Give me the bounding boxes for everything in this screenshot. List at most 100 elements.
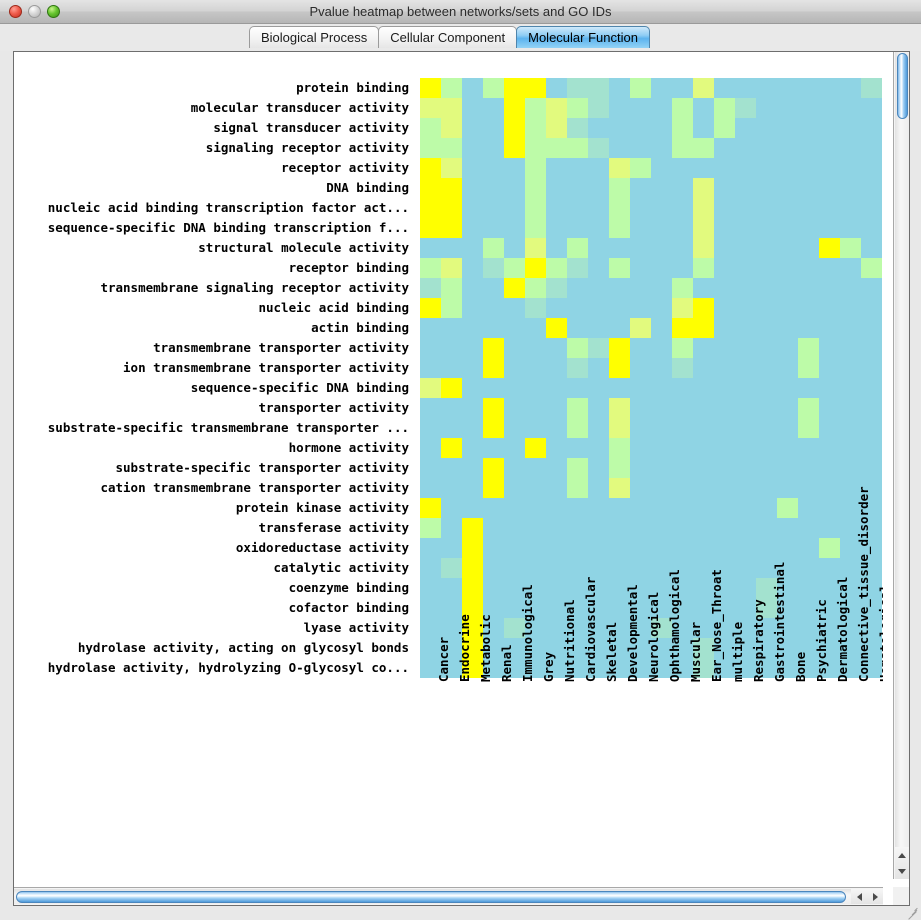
heatmap-cell[interactable] (630, 658, 651, 678)
heatmap-cell[interactable] (756, 338, 777, 358)
heatmap-cell[interactable] (861, 358, 882, 378)
heatmap-cell[interactable] (693, 238, 714, 258)
heatmap-cell[interactable] (756, 78, 777, 98)
heatmap-cell[interactable] (588, 638, 609, 658)
heatmap-cell[interactable] (567, 158, 588, 178)
heatmap-cell[interactable] (504, 258, 525, 278)
heatmap-cell[interactable] (714, 338, 735, 358)
heatmap-cell[interactable] (651, 498, 672, 518)
heatmap-cell[interactable] (714, 178, 735, 198)
heatmap-cell[interactable] (567, 578, 588, 598)
heatmap-cell[interactable] (693, 158, 714, 178)
heatmap-cell[interactable] (525, 178, 546, 198)
heatmap-cell[interactable] (609, 598, 630, 618)
heatmap-cell[interactable] (798, 638, 819, 658)
heatmap-cell[interactable] (735, 118, 756, 138)
heatmap-cell[interactable] (462, 298, 483, 318)
heatmap-cell[interactable] (651, 558, 672, 578)
heatmap-cell[interactable] (672, 278, 693, 298)
heatmap-cell[interactable] (735, 558, 756, 578)
heatmap-cell[interactable] (819, 478, 840, 498)
heatmap-cell[interactable] (609, 558, 630, 578)
heatmap-cell[interactable] (819, 658, 840, 678)
heatmap-cell[interactable] (819, 298, 840, 318)
heatmap-cell[interactable] (504, 478, 525, 498)
heatmap-cell[interactable] (672, 78, 693, 98)
heatmap-cell[interactable] (798, 338, 819, 358)
heatmap-cell[interactable] (630, 478, 651, 498)
heatmap-cell[interactable] (504, 158, 525, 178)
heatmap-cell[interactable] (777, 578, 798, 598)
heatmap-cell[interactable] (840, 658, 861, 678)
zoom-button[interactable] (47, 5, 60, 18)
heatmap-cell[interactable] (504, 418, 525, 438)
heatmap-cell[interactable] (714, 398, 735, 418)
heatmap-cell[interactable] (693, 498, 714, 518)
heatmap-cell[interactable] (798, 238, 819, 258)
heatmap-cell[interactable] (441, 118, 462, 138)
heatmap-cell[interactable] (420, 278, 441, 298)
heatmap-cell[interactable] (441, 478, 462, 498)
heatmap-cell[interactable] (567, 478, 588, 498)
heatmap-cell[interactable] (504, 118, 525, 138)
heatmap-cell[interactable] (567, 598, 588, 618)
heatmap-cell[interactable] (693, 378, 714, 398)
heatmap-cell[interactable] (588, 298, 609, 318)
heatmap-cell[interactable] (777, 358, 798, 378)
heatmap-cell[interactable] (651, 478, 672, 498)
heatmap-cell[interactable] (735, 618, 756, 638)
heatmap-cell[interactable] (588, 558, 609, 578)
heatmap-grid[interactable] (420, 78, 882, 678)
heatmap-cell[interactable] (651, 538, 672, 558)
heatmap-cell[interactable] (441, 178, 462, 198)
heatmap-cell[interactable] (861, 178, 882, 198)
heatmap-cell[interactable] (483, 138, 504, 158)
heatmap-cell[interactable] (462, 598, 483, 618)
heatmap-cell[interactable] (777, 258, 798, 278)
heatmap-cell[interactable] (819, 398, 840, 418)
heatmap-cell[interactable] (525, 318, 546, 338)
heatmap-cell[interactable] (798, 258, 819, 278)
heatmap-cell[interactable] (672, 298, 693, 318)
heatmap-cell[interactable] (861, 398, 882, 418)
heatmap-cell[interactable] (441, 278, 462, 298)
heatmap-cell[interactable] (861, 98, 882, 118)
heatmap-cell[interactable] (798, 298, 819, 318)
heatmap-cell[interactable] (420, 458, 441, 478)
heatmap-cell[interactable] (672, 418, 693, 438)
heatmap-cell[interactable] (567, 658, 588, 678)
heatmap-cell[interactable] (567, 398, 588, 418)
heatmap-cell[interactable] (735, 298, 756, 318)
heatmap-cell[interactable] (609, 338, 630, 358)
heatmap-cell[interactable] (441, 238, 462, 258)
heatmap-cell[interactable] (546, 638, 567, 658)
heatmap-cell[interactable] (567, 638, 588, 658)
heatmap-cell[interactable] (735, 598, 756, 618)
heatmap-cell[interactable] (777, 138, 798, 158)
heatmap-cell[interactable] (630, 98, 651, 118)
heatmap-cell[interactable] (693, 618, 714, 638)
close-button[interactable] (9, 5, 22, 18)
heatmap-cell[interactable] (420, 98, 441, 118)
heatmap-cell[interactable] (441, 598, 462, 618)
heatmap-cell[interactable] (504, 78, 525, 98)
heatmap-cell[interactable] (819, 558, 840, 578)
heatmap-cell[interactable] (693, 258, 714, 278)
heatmap-cell[interactable] (420, 498, 441, 518)
heatmap-cell[interactable] (840, 438, 861, 458)
heatmap-cell[interactable] (546, 238, 567, 258)
heatmap-cell[interactable] (483, 198, 504, 218)
heatmap-cell[interactable] (462, 458, 483, 478)
heatmap-cell[interactable] (609, 78, 630, 98)
heatmap-cell[interactable] (819, 158, 840, 178)
heatmap-cell[interactable] (630, 338, 651, 358)
heatmap-cell[interactable] (441, 338, 462, 358)
heatmap-cell[interactable] (441, 218, 462, 238)
heatmap-cell[interactable] (651, 418, 672, 438)
heatmap-cell[interactable] (504, 218, 525, 238)
heatmap-cell[interactable] (588, 238, 609, 258)
heatmap-cell[interactable] (546, 218, 567, 238)
horizontal-scroll-track[interactable] (14, 889, 851, 904)
heatmap-cell[interactable] (567, 298, 588, 318)
heatmap-cell[interactable] (525, 518, 546, 538)
